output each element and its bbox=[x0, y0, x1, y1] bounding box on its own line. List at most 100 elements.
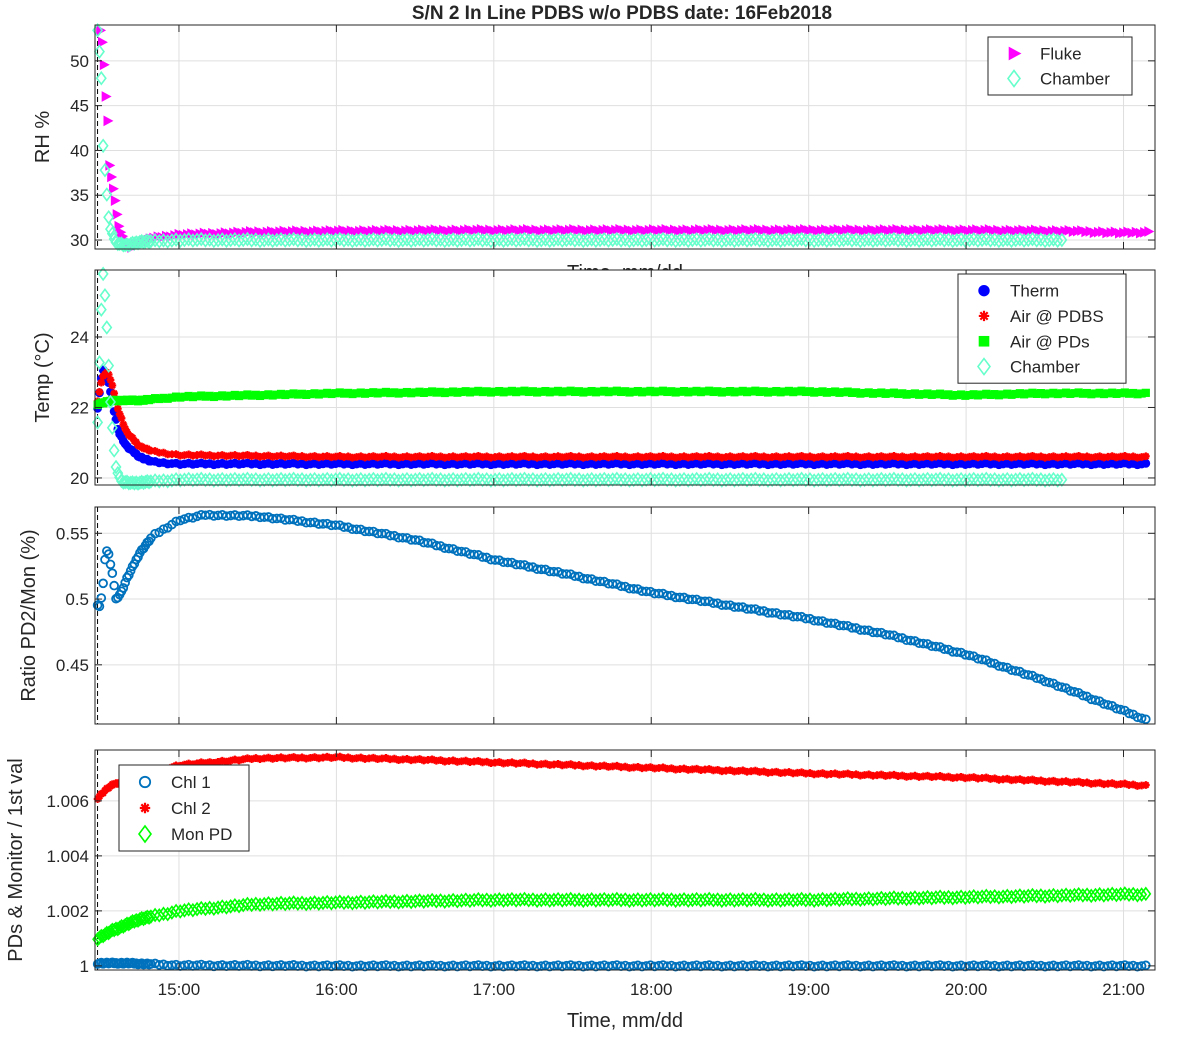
data-point bbox=[103, 209, 115, 225]
data-point bbox=[556, 472, 568, 488]
data-point bbox=[915, 773, 924, 781]
legend-marker bbox=[978, 310, 990, 322]
data-point bbox=[397, 472, 409, 488]
data-point bbox=[1003, 452, 1012, 461]
data-point bbox=[709, 453, 718, 462]
data-point bbox=[1124, 708, 1134, 719]
data-point bbox=[1057, 452, 1066, 461]
data-point bbox=[1052, 681, 1063, 692]
data-point bbox=[766, 232, 778, 248]
data-point bbox=[590, 893, 602, 908]
data-point bbox=[1086, 694, 1097, 705]
data-point bbox=[477, 893, 489, 908]
data-point bbox=[1070, 778, 1079, 786]
data-point bbox=[892, 891, 904, 906]
data-point bbox=[415, 755, 424, 763]
data-point bbox=[304, 232, 316, 248]
data-point bbox=[931, 641, 941, 652]
data-point bbox=[905, 472, 917, 488]
data-point bbox=[982, 773, 991, 782]
data-point bbox=[997, 889, 1009, 904]
data-point bbox=[608, 452, 617, 461]
data-point bbox=[1077, 888, 1089, 903]
data-point bbox=[894, 453, 903, 462]
data-point bbox=[302, 754, 311, 763]
data-point bbox=[713, 765, 722, 774]
data-point bbox=[1052, 233, 1064, 249]
data-point bbox=[940, 773, 949, 782]
data-point bbox=[364, 526, 374, 537]
data-point bbox=[906, 772, 915, 781]
data-point bbox=[344, 452, 353, 461]
data-point bbox=[901, 891, 913, 907]
series-air-pds bbox=[93, 386, 1150, 409]
data-point bbox=[187, 902, 199, 918]
data-point bbox=[108, 381, 117, 390]
data-point bbox=[166, 905, 178, 920]
x-tick-label: 17:00 bbox=[473, 980, 516, 999]
data-point bbox=[1078, 779, 1087, 787]
data-point bbox=[499, 759, 508, 768]
chart-panel-3: 0.45 0.5 0.55 Ratio PD2/Mon (%) bbox=[18, 506, 1156, 725]
data-point bbox=[1120, 452, 1129, 460]
data-point bbox=[1057, 682, 1067, 692]
data-point bbox=[271, 896, 283, 911]
data-point bbox=[95, 302, 107, 317]
data-point bbox=[260, 754, 269, 763]
data-point bbox=[682, 473, 694, 488]
y-tick-label: 1.002 bbox=[46, 902, 89, 921]
data-point bbox=[566, 452, 575, 460]
data-point bbox=[292, 472, 304, 488]
data-point bbox=[431, 540, 442, 551]
data-point bbox=[822, 453, 831, 462]
data-point bbox=[671, 765, 680, 774]
data-point bbox=[365, 452, 374, 461]
data-point bbox=[536, 564, 547, 575]
data-point bbox=[1137, 453, 1146, 461]
data-point bbox=[1089, 887, 1101, 903]
y-axis-label: PDs & Monitor / 1st val bbox=[5, 758, 27, 961]
x-tick-label: 16:00 bbox=[315, 980, 358, 999]
data-point bbox=[112, 209, 123, 220]
data-point bbox=[258, 472, 270, 488]
data-point bbox=[201, 759, 210, 768]
data-point bbox=[398, 755, 407, 764]
data-point bbox=[279, 896, 291, 912]
data-point bbox=[124, 570, 134, 580]
data-point bbox=[302, 453, 311, 462]
data-point bbox=[106, 376, 115, 384]
data-point bbox=[247, 755, 256, 764]
data-point bbox=[490, 555, 500, 565]
data-point bbox=[191, 472, 203, 487]
data-point bbox=[524, 453, 533, 462]
data-point bbox=[225, 232, 237, 248]
y-tick-label: 1 bbox=[80, 957, 89, 976]
data-point bbox=[1115, 704, 1126, 715]
data-point bbox=[101, 91, 112, 102]
data-point bbox=[503, 452, 512, 461]
data-point bbox=[813, 616, 824, 626]
data-point bbox=[661, 892, 673, 908]
data-point bbox=[1104, 779, 1112, 788]
legend-marker bbox=[978, 335, 990, 347]
data-point bbox=[230, 755, 239, 764]
data-point bbox=[344, 753, 353, 762]
data-point bbox=[199, 233, 211, 248]
data-point bbox=[145, 474, 157, 489]
data-point bbox=[351, 524, 362, 535]
data-point bbox=[325, 895, 337, 911]
data-point bbox=[659, 763, 667, 772]
data-point bbox=[615, 233, 627, 248]
data-point bbox=[485, 233, 497, 249]
data-point bbox=[1083, 778, 1091, 787]
data-point bbox=[361, 453, 369, 462]
data-point bbox=[498, 473, 510, 488]
data-point bbox=[267, 897, 279, 912]
data-point bbox=[902, 772, 911, 781]
data-point bbox=[449, 756, 458, 765]
data-point bbox=[726, 766, 735, 775]
data-point bbox=[101, 320, 113, 335]
data-point bbox=[972, 233, 984, 248]
data-point bbox=[477, 233, 489, 248]
data-point bbox=[544, 893, 556, 908]
